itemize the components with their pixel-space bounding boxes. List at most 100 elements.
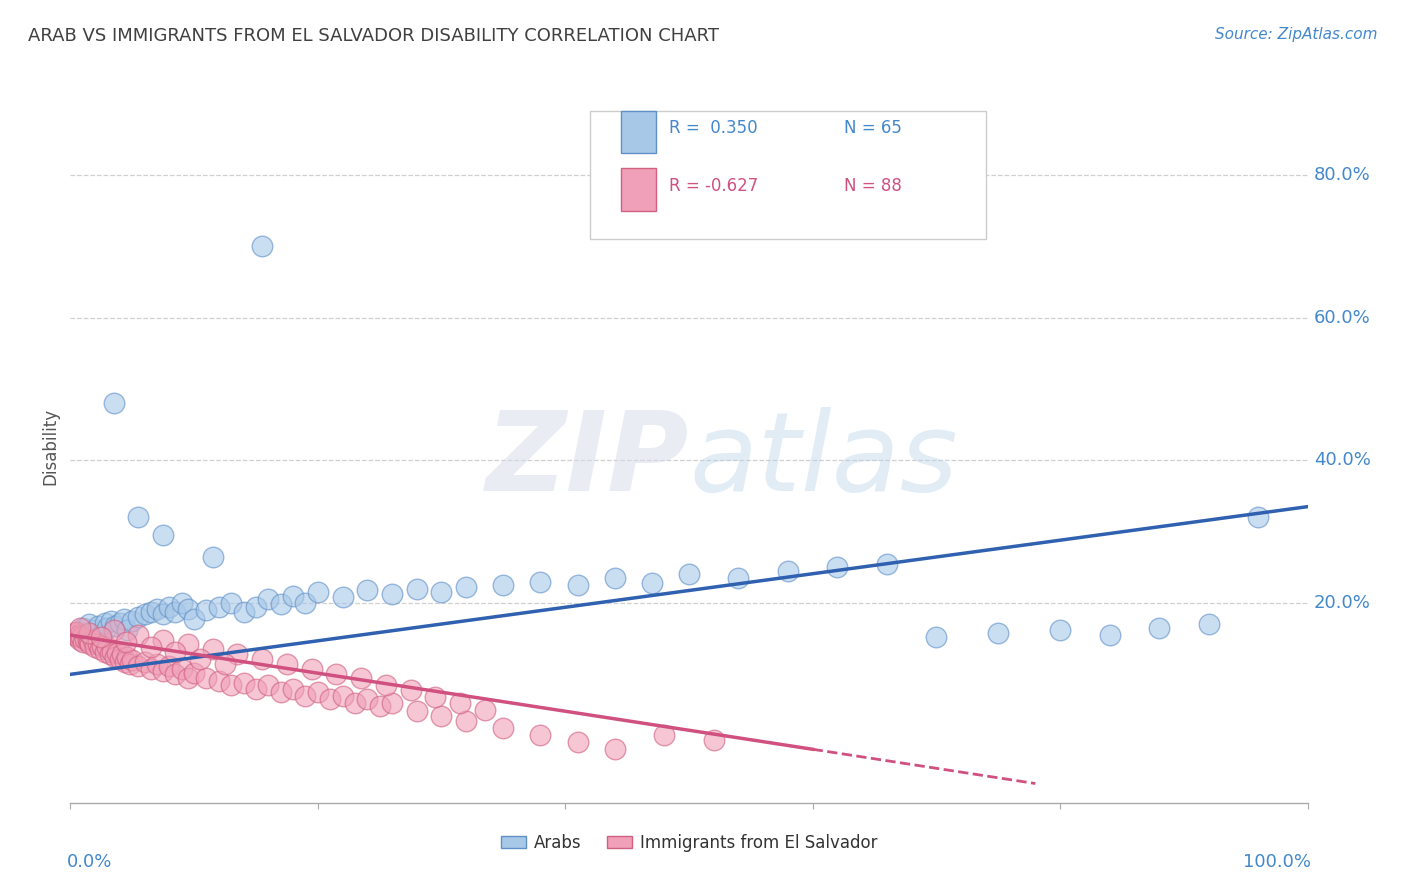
- Text: Source: ZipAtlas.com: Source: ZipAtlas.com: [1215, 27, 1378, 42]
- Point: [456, 580, 478, 594]
- Point: [208, 674, 231, 689]
- Point: [925, 630, 948, 644]
- Point: [1147, 621, 1170, 635]
- Point: [108, 651, 131, 665]
- Point: [183, 665, 205, 680]
- Point: [332, 591, 354, 605]
- Point: [170, 596, 193, 610]
- Point: [257, 678, 280, 692]
- Point: [294, 689, 316, 703]
- Point: [276, 657, 298, 671]
- Point: [69, 621, 91, 635]
- Point: [86, 619, 108, 633]
- Point: [96, 621, 118, 635]
- Point: [356, 692, 378, 706]
- Point: [127, 510, 149, 524]
- Point: [146, 601, 169, 615]
- Point: [82, 633, 104, 648]
- Text: 40.0%: 40.0%: [1313, 451, 1371, 469]
- Point: [104, 619, 127, 633]
- Point: [146, 657, 169, 671]
- Point: [72, 635, 94, 649]
- Point: [152, 633, 174, 648]
- Point: [121, 653, 143, 667]
- Text: ZIP: ZIP: [485, 407, 689, 514]
- Point: [332, 689, 354, 703]
- Point: [103, 396, 125, 410]
- Point: [165, 644, 187, 658]
- Text: 0.0%: 0.0%: [66, 853, 112, 871]
- Point: [678, 567, 700, 582]
- Point: [139, 640, 162, 655]
- Legend: Arabs, Immigrants from El Salvador: Arabs, Immigrants from El Salvador: [494, 828, 884, 859]
- Text: ARAB VS IMMIGRANTS FROM EL SALVADOR DISABILITY CORRELATION CHART: ARAB VS IMMIGRANTS FROM EL SALVADOR DISA…: [28, 27, 718, 45]
- Point: [529, 728, 551, 742]
- Point: [94, 615, 117, 630]
- Point: [356, 583, 378, 598]
- Point: [567, 735, 589, 749]
- Point: [103, 623, 125, 637]
- Point: [65, 626, 87, 640]
- Point: [319, 692, 342, 706]
- Text: N = 88: N = 88: [844, 177, 901, 194]
- Point: [201, 549, 224, 564]
- Point: [703, 733, 725, 747]
- Point: [188, 651, 211, 665]
- Point: [245, 681, 267, 696]
- Point: [727, 571, 749, 585]
- Point: [69, 633, 91, 648]
- Point: [307, 685, 329, 699]
- Text: N = 65: N = 65: [844, 120, 901, 137]
- Point: [201, 642, 224, 657]
- Point: [219, 678, 242, 692]
- Point: [425, 690, 447, 705]
- Point: [90, 630, 112, 644]
- Text: atlas: atlas: [689, 407, 957, 514]
- Point: [294, 596, 316, 610]
- Point: [1247, 510, 1270, 524]
- Point: [66, 630, 89, 644]
- Point: [157, 658, 180, 673]
- Point: [82, 626, 104, 640]
- Point: [492, 578, 515, 592]
- Point: [219, 596, 242, 610]
- Point: [567, 578, 589, 592]
- Point: [245, 599, 267, 614]
- Point: [165, 605, 187, 619]
- Point: [603, 571, 626, 585]
- Point: [84, 640, 107, 655]
- Point: [492, 721, 515, 735]
- Point: [76, 633, 98, 648]
- Point: [1198, 617, 1220, 632]
- Point: [381, 696, 404, 710]
- Point: [134, 607, 156, 621]
- Point: [75, 632, 97, 646]
- Point: [75, 628, 97, 642]
- Point: [281, 681, 304, 696]
- Point: [652, 728, 675, 742]
- Point: [79, 637, 101, 651]
- Y-axis label: Disability: Disability: [41, 408, 59, 484]
- Text: R = -0.627: R = -0.627: [669, 177, 758, 194]
- Point: [987, 626, 1010, 640]
- Point: [343, 696, 366, 710]
- Point: [72, 621, 94, 635]
- Point: [86, 637, 108, 651]
- Point: [1098, 628, 1121, 642]
- Point: [183, 612, 205, 626]
- Point: [232, 605, 254, 619]
- Point: [152, 607, 174, 621]
- Point: [157, 599, 180, 614]
- Point: [405, 582, 427, 596]
- FancyBboxPatch shape: [621, 168, 655, 211]
- Point: [641, 576, 664, 591]
- Point: [94, 644, 117, 658]
- Point: [108, 615, 131, 630]
- Point: [114, 655, 136, 669]
- Point: [325, 667, 347, 681]
- Point: [62, 628, 84, 642]
- Point: [127, 628, 149, 642]
- Point: [603, 742, 626, 756]
- Point: [100, 614, 122, 628]
- Point: [449, 696, 471, 710]
